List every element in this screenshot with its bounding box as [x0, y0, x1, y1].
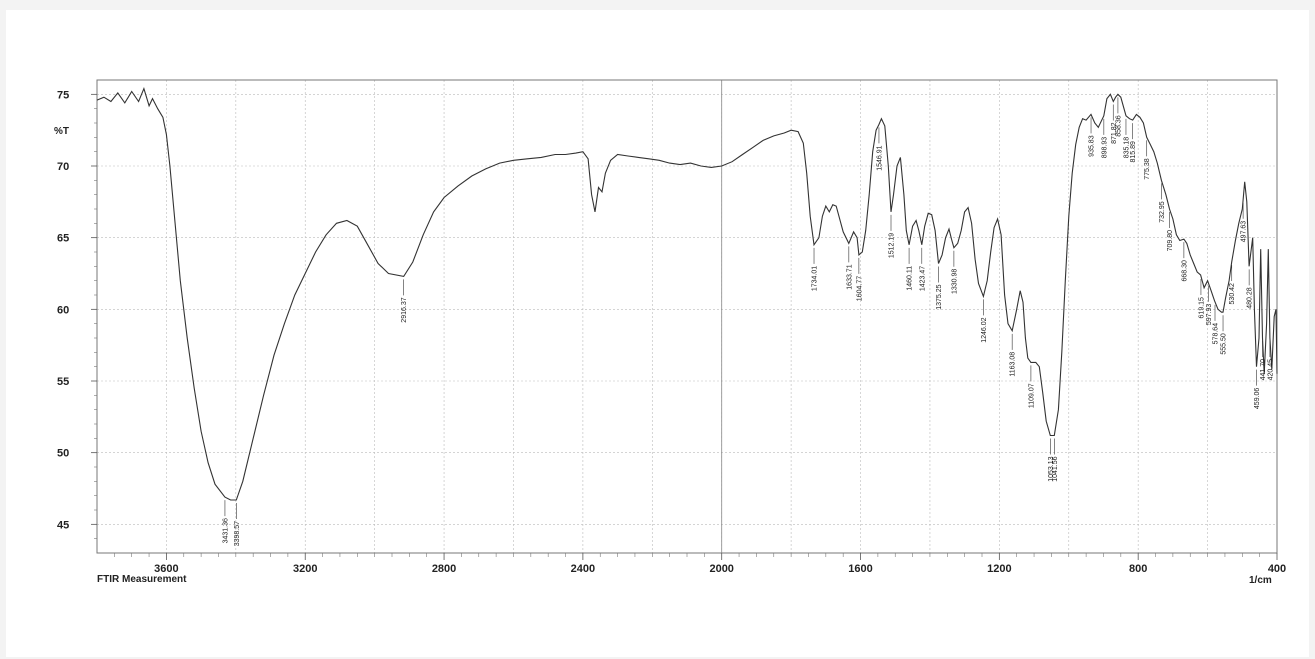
- peak-label: 578.64: [1213, 323, 1220, 345]
- peak-label: 871.82: [1111, 122, 1118, 144]
- peak-label: 459.06: [1254, 388, 1261, 410]
- x-tick-label: 2800: [432, 563, 456, 575]
- x-tick-label: 3200: [293, 563, 317, 575]
- peak-label: 1604.77: [856, 276, 863, 301]
- y-tick-label: 70: [57, 161, 69, 173]
- x-tick-label: 2400: [571, 563, 595, 575]
- x-axis-label: 1/cm: [1249, 575, 1272, 586]
- peak-label: 1375.25: [936, 284, 943, 309]
- x-ticks: 3600 3200 2800 2400 2000 1600 1200 800 400: [114, 553, 1286, 575]
- peak-label: 668.30: [1181, 260, 1188, 282]
- peak-label: 597.93: [1206, 304, 1213, 326]
- peak-label: 1041.56: [1052, 456, 1059, 481]
- peak-label: 497.63: [1241, 221, 1248, 243]
- peak-label: 619.15: [1198, 297, 1205, 319]
- peak-label: 2916.37: [401, 297, 408, 322]
- peak-label: 3398.57: [234, 521, 241, 546]
- y-tick-label: 75: [57, 89, 69, 101]
- peak-labels: 3431.36 3398.57 2916.37 1734.01 1633.71 1604.…: [222, 97, 1274, 546]
- peak-label: 775.38: [1144, 158, 1151, 180]
- peak-label: 709.80: [1167, 230, 1174, 252]
- peak-label: 480.28: [1247, 287, 1254, 309]
- peak-label: 1512.19: [889, 233, 896, 258]
- peak-label: 1734.01: [812, 266, 819, 291]
- y-tick-label: 50: [57, 448, 69, 460]
- peak-label: 1633.71: [846, 264, 853, 289]
- peak-label: 1330.98: [951, 269, 958, 294]
- peak-label: 1546.91: [876, 145, 883, 170]
- peak-label: 1460.11: [907, 266, 914, 291]
- peak-label: 815.89: [1130, 141, 1137, 163]
- peak-label: 1053.13: [1048, 456, 1055, 481]
- spectrum-line: [96, 86, 1278, 501]
- peak-label: 732.95: [1159, 201, 1166, 223]
- y-tick-label: 55: [57, 376, 69, 388]
- x-tick-label: 800: [1129, 563, 1147, 575]
- peak-label: 1163.08: [1010, 352, 1017, 377]
- peak-label: 898.93: [1101, 137, 1108, 159]
- peak-label: 935.83: [1089, 135, 1096, 157]
- peak-label: 1109.07: [1028, 383, 1035, 408]
- chart-sheet: [6, 10, 1309, 657]
- x-tick-label: 400: [1268, 563, 1286, 575]
- peak-label: 420.45: [1267, 359, 1274, 381]
- x-tick-label: 1200: [987, 563, 1011, 575]
- peak-label: 1246.02: [981, 317, 988, 342]
- plot-frame: [96, 79, 1278, 554]
- peak-label: 858.36: [1115, 115, 1122, 137]
- peak-label: 1423.47: [919, 266, 926, 291]
- x-tick-label: 2000: [709, 563, 733, 575]
- measurement-caption: FTIR Measurement: [97, 574, 187, 585]
- peak-label: 555.50: [1221, 333, 1228, 355]
- y-tick-label: 65: [57, 233, 69, 245]
- y-tick-label: 45: [57, 519, 69, 531]
- y-ticks: 75 70 65 60 55 50 45: [57, 89, 97, 539]
- peak-label: 530.42: [1229, 283, 1236, 305]
- y-tick-label: 60: [57, 304, 69, 316]
- peak-label: 835.18: [1123, 137, 1130, 159]
- peak-label: 441.70: [1260, 359, 1267, 381]
- grid: [97, 80, 1278, 553]
- y-axis-label: %T: [54, 126, 69, 137]
- peak-label: 3431.36: [222, 518, 229, 543]
- x-tick-label: 3600: [154, 563, 178, 575]
- x-tick-label: 1600: [848, 563, 872, 575]
